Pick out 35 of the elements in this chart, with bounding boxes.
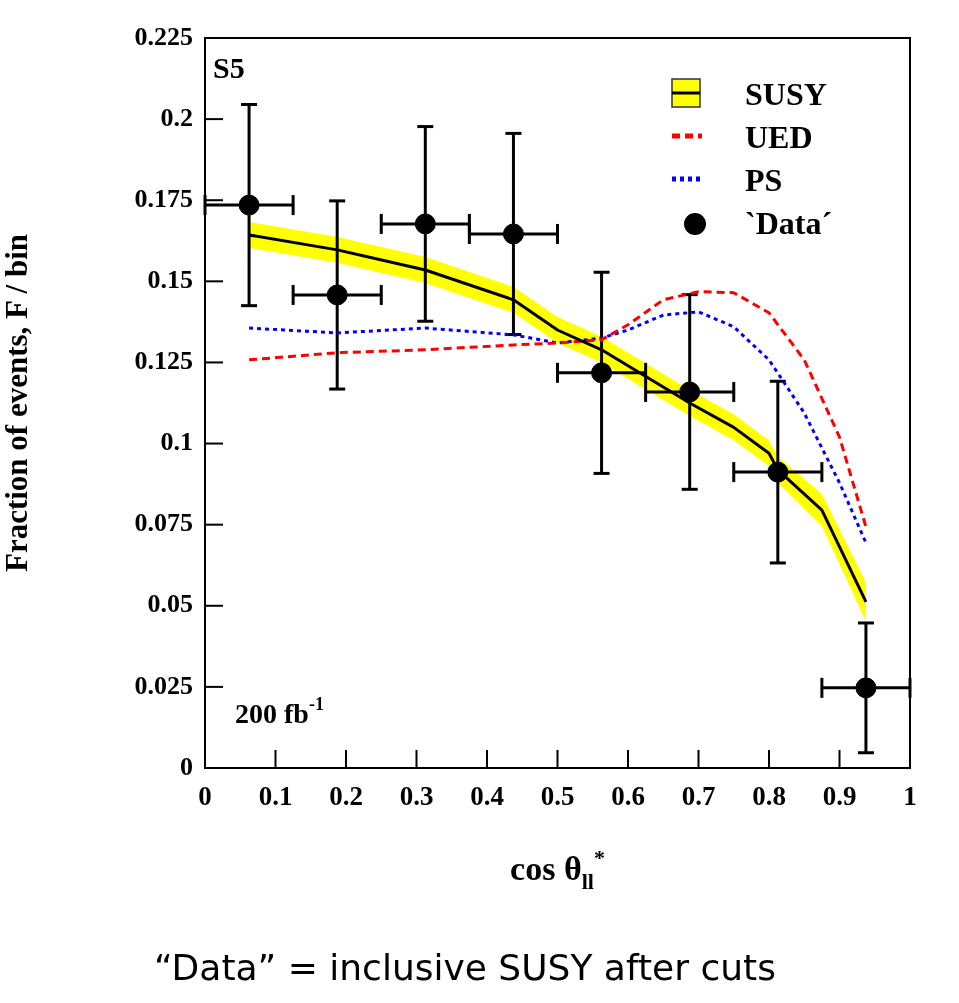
x-tick-label: 0.6 — [611, 781, 645, 812]
point — [238, 194, 260, 216]
y-tick-label: 0 — [180, 751, 193, 781]
legend-label: `Data´ — [745, 205, 833, 241]
y-tick-label: 0.15 — [147, 265, 193, 295]
x-tick-label: 0.3 — [399, 781, 434, 812]
x-tick-label: 0.9 — [822, 781, 857, 812]
legend-label: SUSY — [745, 76, 827, 112]
x-tick-label: 0 — [198, 781, 212, 812]
point — [326, 284, 348, 306]
point — [502, 223, 524, 245]
x-tick-label: 0.4 — [470, 781, 504, 812]
point — [414, 213, 436, 235]
y-tick-label: 0.175 — [134, 183, 193, 213]
y-tick-label: 0.125 — [134, 346, 193, 376]
point — [855, 677, 877, 699]
x-tick-label: 1 — [903, 781, 917, 812]
annotation: S5 — [213, 51, 245, 84]
text: “Data” = inclusive SUSY after cuts — [154, 947, 776, 988]
y-tick-label: 0.1 — [160, 427, 193, 457]
x-tick-label: 0.7 — [681, 781, 716, 812]
point — [679, 381, 701, 403]
x-tick-label: 0.2 — [329, 781, 363, 812]
y-tick-label: 0.025 — [134, 670, 193, 700]
x-tick-label: 0.8 — [752, 781, 786, 812]
x-tick-label: 0.1 — [258, 781, 293, 812]
legend-label: UED — [745, 119, 813, 155]
legend-label: PS — [745, 162, 783, 198]
y-tick-label: 0.225 — [134, 21, 193, 51]
y-tick-label: 0.05 — [147, 589, 193, 619]
point — [591, 362, 613, 384]
y-tick-label: 0.2 — [160, 102, 193, 132]
y-tick-label: 0.075 — [134, 508, 193, 538]
x-tick-label: 0.5 — [540, 781, 575, 812]
y-axis-title: Fraction of events, F / bin — [0, 233, 34, 573]
